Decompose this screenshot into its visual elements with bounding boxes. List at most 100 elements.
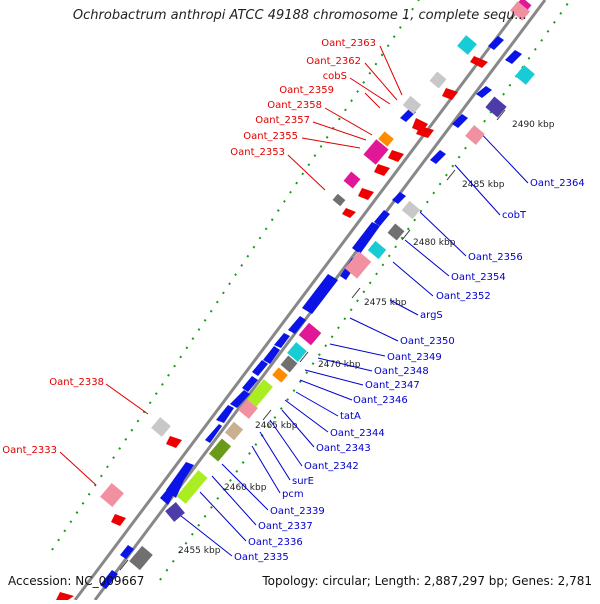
gene-label-forward[interactable]: Oant_2364 [530, 178, 585, 189]
gene-label-reverse[interactable]: Oant_2357 [255, 115, 310, 126]
gene-label-reverse[interactable]: Oant_2353 [230, 147, 285, 158]
gene-blue[interactable] [120, 545, 134, 559]
gene-blue[interactable] [216, 405, 234, 423]
gene-label-forward[interactable]: cobT [502, 210, 527, 221]
gene-red[interactable] [470, 56, 488, 68]
gene-blue[interactable] [476, 86, 492, 98]
gene-olive[interactable] [208, 438, 232, 462]
gene-grey[interactable] [224, 421, 244, 441]
gene-cyan[interactable] [367, 240, 387, 260]
gene-pink[interactable] [100, 482, 124, 508]
gene-label-forward[interactable]: Oant_2339 [270, 506, 325, 517]
gene-red[interactable] [342, 208, 356, 218]
gene-darkgrey[interactable] [280, 355, 298, 373]
gene-darkgrey[interactable] [332, 193, 346, 207]
gene-orange[interactable] [272, 367, 288, 383]
gene-label-forward[interactable]: Oant_2344 [330, 428, 385, 439]
gene-blue[interactable] [252, 360, 268, 376]
gene-label-forward[interactable]: Oant_2354 [451, 272, 506, 283]
forward-labels: Oant_2364 cobT Oant_2356 Oant_2354 Oant_… [234, 178, 585, 563]
gene-blue[interactable] [352, 222, 380, 254]
gene-purple[interactable] [485, 96, 507, 118]
genome-summary-text: Topology: circular; Length: 2,887,297 bp… [262, 574, 592, 588]
gene-red[interactable] [388, 150, 404, 162]
gene-cyan[interactable] [457, 35, 477, 55]
gene-blue[interactable] [205, 424, 222, 443]
gene-label-reverse[interactable]: Oant_2359 [279, 85, 334, 96]
gene-grey[interactable] [402, 95, 422, 115]
gene-magenta[interactable] [363, 139, 389, 165]
gene-label-forward[interactable]: Oant_2349 [387, 352, 442, 363]
gene-label-reverse[interactable]: Oant_2355 [243, 131, 298, 142]
tick-label: 2490 kbp [512, 120, 555, 130]
gene-blue[interactable] [288, 316, 306, 334]
accession-text: Accession: NC_009667 [8, 574, 145, 588]
gene-label-forward[interactable]: argS [420, 310, 443, 321]
gene-label-forward[interactable]: Oant_2352 [436, 291, 491, 302]
gene-red[interactable] [416, 126, 434, 138]
gene-label-reverse[interactable]: cobS [323, 71, 347, 82]
gene-label-forward[interactable]: Oant_2346 [353, 395, 408, 406]
gene-blue[interactable] [166, 462, 194, 498]
gene-label-reverse[interactable]: Oant_2338 [49, 377, 104, 388]
gene-label-forward[interactable]: Oant_2348 [374, 366, 429, 377]
gene-magenta[interactable] [298, 322, 322, 346]
gene-label-forward[interactable]: Oant_2343 [316, 443, 371, 454]
gene-blue[interactable] [100, 570, 118, 589]
gene-magenta[interactable] [343, 171, 361, 189]
gene-label-forward[interactable]: Oant_2336 [248, 537, 303, 548]
gene-grey[interactable] [401, 200, 421, 220]
gene-red[interactable] [442, 88, 458, 100]
gene-blue[interactable] [488, 36, 504, 50]
gene-label-reverse[interactable]: Oant_2363 [321, 38, 376, 49]
colored-gene-features [100, 0, 535, 571]
gene-red[interactable] [111, 514, 126, 526]
gene-blue[interactable] [452, 114, 468, 128]
gene-label-forward[interactable]: surE [292, 476, 314, 487]
gene-blue[interactable] [242, 376, 258, 392]
gene-red[interactable] [374, 164, 390, 176]
gene-label-forward[interactable]: Oant_2342 [304, 461, 359, 472]
gene-blue[interactable] [230, 390, 250, 408]
gene-grey[interactable] [429, 71, 447, 89]
gene-blue[interactable] [302, 274, 338, 314]
gene-purple[interactable] [165, 502, 185, 522]
gene-pink[interactable] [344, 251, 372, 279]
tick-label: 2485 kbp [462, 180, 505, 190]
gene-lime[interactable] [247, 379, 273, 407]
gene-grey[interactable] [151, 417, 171, 437]
gene-label-forward[interactable]: Oant_2350 [400, 336, 455, 347]
gene-blue[interactable] [263, 346, 280, 364]
gene-darkgrey[interactable] [129, 545, 153, 571]
gene-cyan[interactable] [287, 342, 307, 362]
gene-blue[interactable] [430, 150, 446, 164]
gene-label-forward[interactable]: tatA [340, 411, 361, 422]
gene-red[interactable] [166, 436, 182, 448]
gene-label-forward[interactable]: Oant_2347 [365, 380, 420, 391]
gene-darkgrey[interactable] [387, 223, 405, 241]
gene-label-forward[interactable]: pcm [282, 489, 304, 500]
gene-label-reverse[interactable]: Oant_2358 [267, 100, 322, 111]
gene-pink[interactable] [465, 125, 485, 145]
gene-pink[interactable] [238, 399, 258, 419]
gene-label-reverse[interactable]: Oant_2333 [2, 445, 57, 456]
tick-label: 2470 kbp [318, 360, 361, 370]
gene-label-forward[interactable]: Oant_2337 [258, 521, 313, 532]
backbone-outer [73, 0, 527, 601]
gene-red[interactable] [56, 592, 74, 600]
gene-red[interactable] [358, 188, 374, 200]
gene-blue[interactable] [374, 210, 390, 226]
gene-pink[interactable] [510, 1, 530, 21]
gene-label-reverse[interactable]: Oant_2362 [306, 56, 361, 67]
gene-blue[interactable] [505, 50, 522, 64]
gene-lime[interactable] [176, 470, 208, 504]
gene-blue[interactable] [392, 192, 406, 204]
gene-label-forward[interactable]: Oant_2356 [468, 252, 523, 263]
gene-blue[interactable] [274, 333, 290, 348]
gene-cyan[interactable] [515, 65, 535, 85]
gene-orange[interactable] [378, 131, 394, 147]
gene-label-forward[interactable]: Oant_2335 [234, 552, 289, 563]
reverse-labels: Oant_2363 Oant_2362 cobS Oant_2359 Oant_… [2, 38, 376, 456]
